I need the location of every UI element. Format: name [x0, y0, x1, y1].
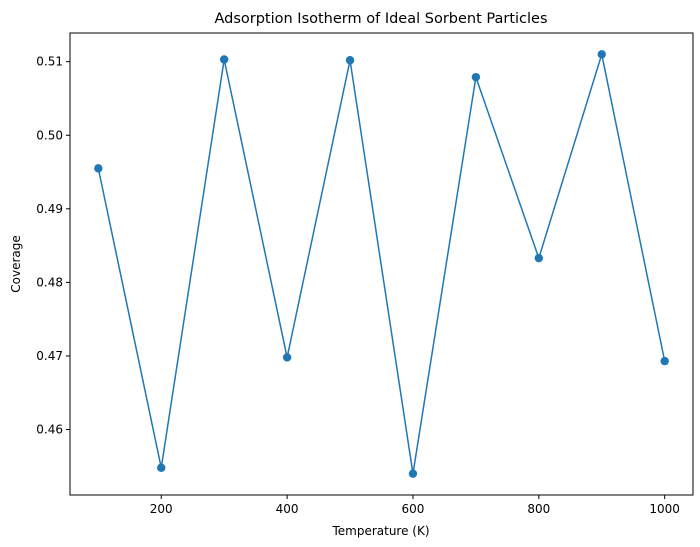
- y-axis: 0.46 0.47 0.48 0.49 0.50 0.51: [36, 55, 70, 437]
- data-point: [157, 463, 166, 472]
- x-tick-label: 200: [150, 502, 173, 516]
- y-tick-label: 0.48: [36, 275, 63, 289]
- data-point: [660, 356, 669, 366]
- y-tick-label: 0.50: [36, 128, 63, 142]
- series-line: [97, 54, 666, 474]
- series-points: [94, 50, 669, 478]
- data-point: [282, 353, 292, 362]
- y-axis-label: Coverage: [9, 235, 23, 293]
- plot-area: [69, 32, 694, 496]
- data-point: [94, 164, 103, 173]
- y-tick-label: 0.49: [36, 202, 63, 216]
- x-axis: 200 400 600 800 1000: [150, 495, 680, 516]
- y-tick-label: 0.51: [36, 55, 63, 69]
- data-point: [345, 56, 355, 65]
- x-tick-label: 600: [402, 502, 425, 516]
- y-tick-label: 0.46: [36, 423, 63, 437]
- x-axis-label: Temperature (K): [331, 524, 429, 538]
- data-point: [534, 253, 544, 263]
- data-point: [408, 469, 418, 478]
- x-tick-label: 400: [276, 502, 299, 516]
- y-tick-label: 0.47: [36, 349, 63, 363]
- data-point: [219, 55, 229, 64]
- data-point: [597, 50, 606, 59]
- chart-title: Adsorption Isotherm of Ideal Sorbent Par…: [214, 11, 547, 27]
- data-point: [471, 72, 481, 82]
- x-tick-label: 1000: [649, 502, 680, 516]
- x-tick-label: 800: [527, 502, 550, 516]
